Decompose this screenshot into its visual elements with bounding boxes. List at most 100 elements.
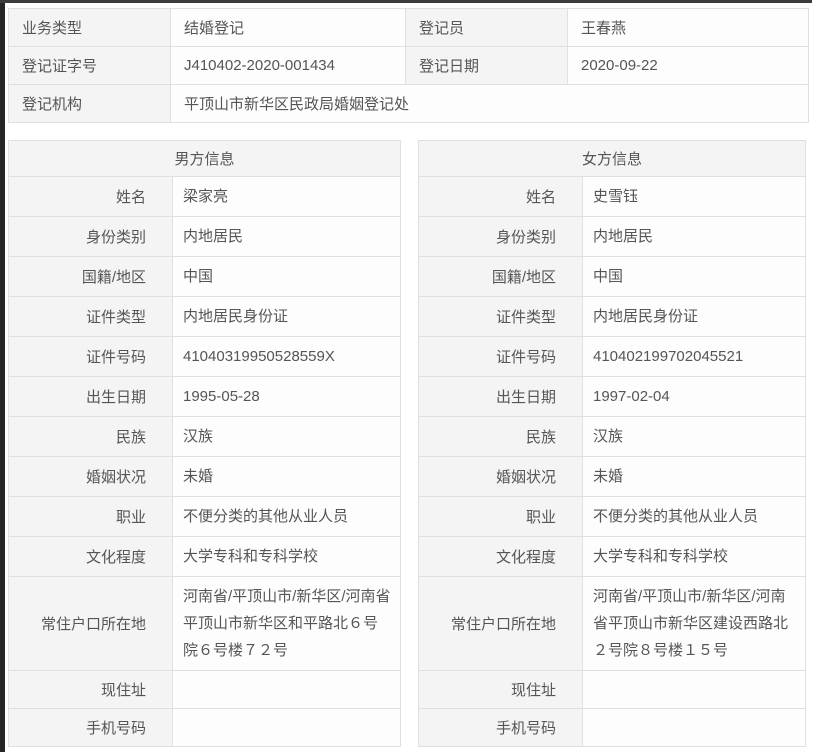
field-label: 常住户口所在地 bbox=[8, 576, 173, 671]
table-row: 国籍/地区 中国 bbox=[8, 256, 401, 297]
table-row: 民族 汉族 bbox=[418, 416, 806, 457]
screenshot-edge-top bbox=[0, 0, 812, 3]
table-row: 证件类型 内地居民身份证 bbox=[418, 296, 806, 337]
table-row: 婚姻状况 未婚 bbox=[8, 456, 401, 497]
table-row: 证件号码 410402199702045521 bbox=[418, 336, 806, 377]
field-label: 姓名 bbox=[8, 176, 173, 217]
field-label: 文化程度 bbox=[418, 536, 583, 577]
field-value: 大学专科和专科学校 bbox=[582, 536, 806, 577]
field-label: 出生日期 bbox=[8, 376, 173, 417]
table-row: 现住址 bbox=[418, 670, 806, 709]
registration-office-label: 登记机构 bbox=[8, 84, 171, 123]
registrar-label: 登记员 bbox=[405, 8, 568, 47]
table-row: 国籍/地区 中国 bbox=[418, 256, 806, 297]
table-row: 姓名 梁家亮 bbox=[8, 176, 401, 217]
field-label: 身份类别 bbox=[418, 216, 583, 257]
field-label: 常住户口所在地 bbox=[418, 576, 583, 671]
field-label: 婚姻状况 bbox=[418, 456, 583, 497]
table-header-row: 女方信息 bbox=[418, 140, 806, 177]
field-value: 不便分类的其他从业人员 bbox=[172, 496, 401, 537]
field-value: 未婚 bbox=[582, 456, 806, 497]
table-row: 身份类别 内地居民 bbox=[418, 216, 806, 257]
table-row: 职业 不便分类的其他从业人员 bbox=[418, 496, 806, 537]
table-row: 证件类型 内地居民身份证 bbox=[8, 296, 401, 337]
table-row: 手机号码 bbox=[418, 708, 806, 747]
table-row: 常住户口所在地 河南省/平顶山市/新华区/河南省平顶山市新华区和平路北６号院６号… bbox=[8, 576, 401, 671]
table-row: 现住址 bbox=[8, 670, 401, 709]
field-label: 国籍/地区 bbox=[418, 256, 583, 297]
field-value bbox=[582, 708, 806, 747]
field-label: 职业 bbox=[8, 496, 173, 537]
female-info-table: 女方信息 姓名 史雪钰 身份类别 内地居民 国籍/地区 中国 证件类型 内地居民… bbox=[418, 140, 806, 747]
table-row: 常住户口所在地 河南省/平顶山市/新华区/河南省平顶山市新华区建设西路北２号院８… bbox=[418, 576, 806, 671]
field-value: 内地居民 bbox=[582, 216, 806, 257]
field-value: 梁家亮 bbox=[172, 176, 401, 217]
registration-office-value: 平顶山市新华区民政局婚姻登记处 bbox=[170, 84, 809, 123]
table-row: 民族 汉族 bbox=[8, 416, 401, 457]
field-label: 民族 bbox=[8, 416, 173, 457]
field-label: 国籍/地区 bbox=[8, 256, 173, 297]
table-row: 证件号码 41040319950528559X bbox=[8, 336, 401, 377]
business-type-label: 业务类型 bbox=[8, 8, 171, 47]
table-row: 文化程度 大学专科和专科学校 bbox=[8, 536, 401, 577]
table-row: 业务类型 结婚登记 登记员 王春燕 bbox=[8, 8, 809, 47]
table-row: 文化程度 大学专科和专科学校 bbox=[418, 536, 806, 577]
field-label: 文化程度 bbox=[8, 536, 173, 577]
field-value bbox=[172, 670, 401, 709]
field-label: 证件类型 bbox=[8, 296, 173, 337]
male-info-table: 男方信息 姓名 梁家亮 身份类别 内地居民 国籍/地区 中国 证件类型 内地居民… bbox=[8, 140, 401, 747]
field-value: 内地居民 bbox=[172, 216, 401, 257]
field-value: 汉族 bbox=[172, 416, 401, 457]
field-value bbox=[582, 670, 806, 709]
field-value: 史雪钰 bbox=[582, 176, 806, 217]
table-row: 出生日期 1997-02-04 bbox=[418, 376, 806, 417]
table-row: 登记证字号 J410402-2020-001434 登记日期 2020-09-2… bbox=[8, 46, 809, 85]
field-value: 1997-02-04 bbox=[582, 376, 806, 417]
field-label: 证件号码 bbox=[8, 336, 173, 377]
registration-date-label: 登记日期 bbox=[405, 46, 568, 85]
field-label: 职业 bbox=[418, 496, 583, 537]
field-value: 410402199702045521 bbox=[582, 336, 806, 377]
field-value: 中国 bbox=[172, 256, 401, 297]
registration-date-value: 2020-09-22 bbox=[567, 46, 809, 85]
field-label: 出生日期 bbox=[418, 376, 583, 417]
certificate-no-value: J410402-2020-001434 bbox=[170, 46, 406, 85]
field-label: 民族 bbox=[418, 416, 583, 457]
female-info-title: 女方信息 bbox=[418, 140, 806, 177]
field-value bbox=[172, 708, 401, 747]
field-value: 大学专科和专科学校 bbox=[172, 536, 401, 577]
field-value: 1995-05-28 bbox=[172, 376, 401, 417]
table-row: 姓名 史雪钰 bbox=[418, 176, 806, 217]
field-value: 41040319950528559X bbox=[172, 336, 401, 377]
field-label: 姓名 bbox=[418, 176, 583, 217]
table-row: 出生日期 1995-05-28 bbox=[8, 376, 401, 417]
screenshot-edge-left bbox=[0, 0, 5, 752]
male-info-title: 男方信息 bbox=[8, 140, 401, 177]
field-value: 内地居民身份证 bbox=[172, 296, 401, 337]
field-label: 证件号码 bbox=[418, 336, 583, 377]
field-value: 中国 bbox=[582, 256, 806, 297]
registrar-value: 王春燕 bbox=[567, 8, 809, 47]
field-value: 不便分类的其他从业人员 bbox=[582, 496, 806, 537]
field-label: 身份类别 bbox=[8, 216, 173, 257]
table-row: 婚姻状况 未婚 bbox=[418, 456, 806, 497]
field-label: 手机号码 bbox=[418, 708, 583, 747]
field-label: 现住址 bbox=[418, 670, 583, 709]
table-row: 职业 不便分类的其他从业人员 bbox=[8, 496, 401, 537]
field-value: 未婚 bbox=[172, 456, 401, 497]
table-row: 手机号码 bbox=[8, 708, 401, 747]
field-label: 证件类型 bbox=[418, 296, 583, 337]
field-label: 手机号码 bbox=[8, 708, 173, 747]
field-label: 婚姻状况 bbox=[8, 456, 173, 497]
certificate-no-label: 登记证字号 bbox=[8, 46, 171, 85]
table-row: 登记机构 平顶山市新华区民政局婚姻登记处 bbox=[8, 84, 809, 123]
table-row: 身份类别 内地居民 bbox=[8, 216, 401, 257]
business-type-value: 结婚登记 bbox=[170, 8, 406, 47]
field-value: 河南省/平顶山市/新华区/河南省平顶山市新华区建设西路北２号院８号楼１５号 bbox=[582, 576, 806, 671]
registration-summary-table: 业务类型 结婚登记 登记员 王春燕 登记证字号 J410402-2020-001… bbox=[8, 8, 809, 123]
table-header-row: 男方信息 bbox=[8, 140, 401, 177]
field-label: 现住址 bbox=[8, 670, 173, 709]
field-value: 河南省/平顶山市/新华区/河南省平顶山市新华区和平路北６号院６号楼７２号 bbox=[172, 576, 401, 671]
field-value: 汉族 bbox=[582, 416, 806, 457]
